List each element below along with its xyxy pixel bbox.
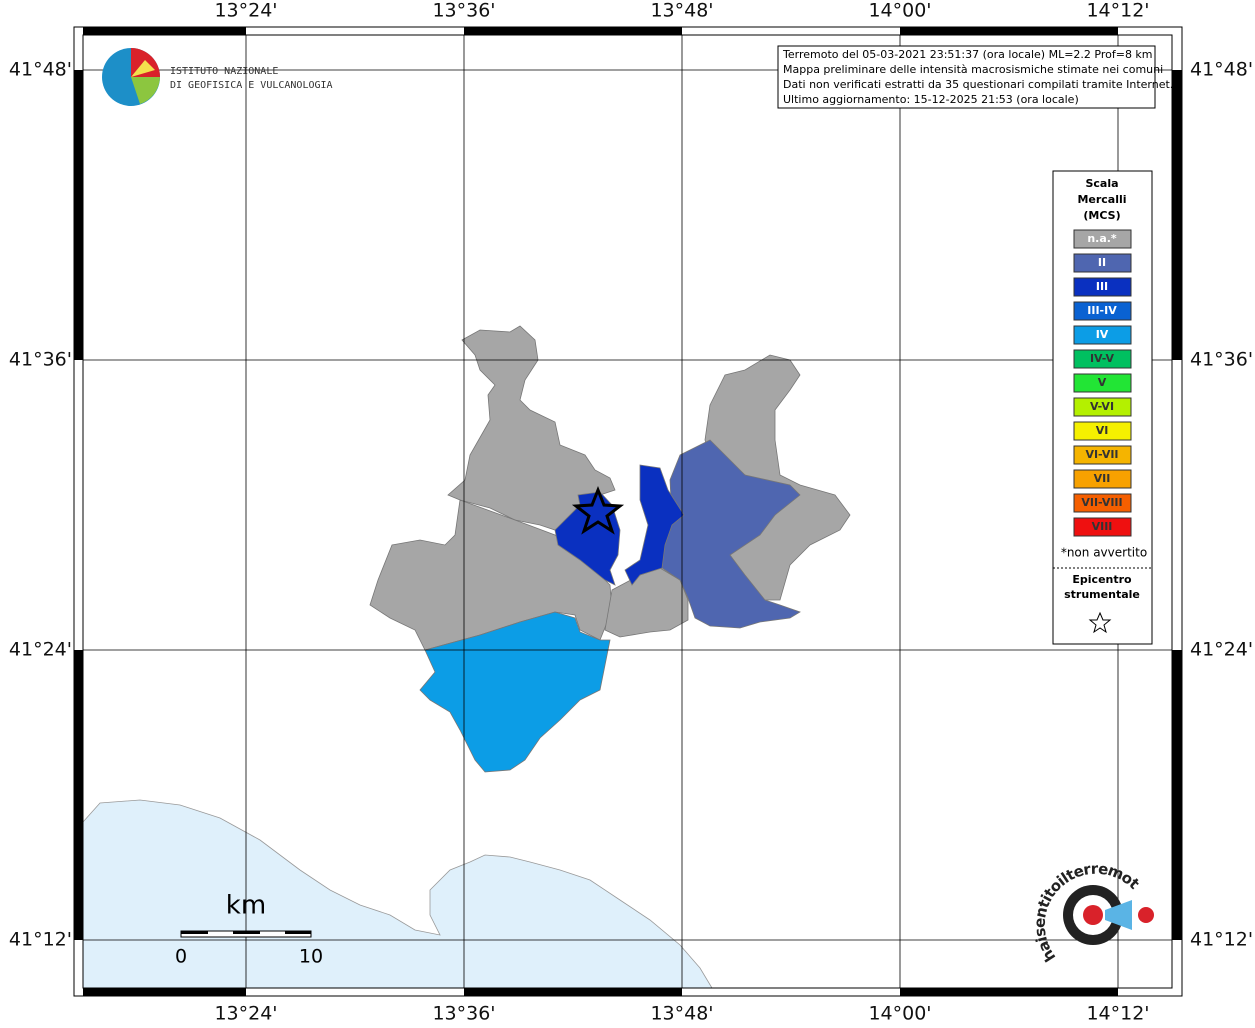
scale-seg (285, 931, 311, 934)
legend-swatch (1073, 493, 1132, 513)
frame-bar (83, 27, 246, 35)
logo-segment (131, 60, 155, 77)
lat-label: 41°48' (1190, 59, 1253, 81)
lon-label: 13°24' (214, 0, 277, 22)
logo-text: ISTITUTO NAZIONALE (170, 66, 278, 77)
lat-label: 41°12' (1190, 929, 1253, 951)
legend-label: II (1098, 256, 1106, 269)
info-line: Ultimo aggiornamento: 15-12-2025 21:53 (… (783, 93, 1079, 106)
legend-label: V-VI (1090, 400, 1114, 413)
lon-label: 14°12' (1086, 1003, 1149, 1025)
scale-seg (181, 931, 208, 934)
legend-swatch (1073, 325, 1132, 345)
epicenter-marker (571, 485, 625, 535)
legend-note: *non avvertito (1061, 546, 1147, 560)
region (419, 611, 611, 773)
info-text: Terremoto del 05-03-2021 23:51:37 (ora l… (782, 48, 1173, 106)
brand-circle (1083, 905, 1103, 925)
logo-segment (131, 77, 160, 104)
info-line: Dati non verificati estratti da 35 quest… (783, 78, 1173, 91)
lon-label: 13°36' (432, 1003, 495, 1025)
legend-swatch (1073, 253, 1132, 273)
legend-swatch (1073, 229, 1132, 249)
lon-label: 14°12' (1086, 0, 1149, 22)
lon-label: 14°00' (868, 0, 931, 22)
legend-swatch (1073, 397, 1132, 417)
map-area (83, 35, 1172, 988)
legend-label: III-IV (1087, 304, 1117, 317)
legend-label: IV (1096, 328, 1109, 341)
frame-bar (464, 988, 682, 996)
legend-epicenter: Epicentro (1072, 573, 1132, 586)
legend-swatch (1073, 373, 1132, 393)
frame-bar (74, 650, 83, 940)
lat-label: 41°48' (9, 59, 72, 81)
legend-box (1052, 170, 1153, 645)
legend-label: n.a.* (1087, 232, 1117, 245)
legend: ScalaMercalli(MCS)n.a.*IIIIIIII-IVIVIV-V… (1061, 177, 1147, 601)
lat-label: 41°24' (1190, 639, 1253, 661)
legend-label: VII (1094, 472, 1111, 485)
legend-label: VII-VIII (1081, 496, 1122, 509)
frame-bar (83, 988, 246, 996)
legend-title: Mercalli (1077, 193, 1126, 206)
frame-bar (900, 988, 1118, 996)
ingv-logo: ISTITUTO NAZIONALE DI GEOFISICA E VULCAN… (102, 48, 333, 106)
lon-label: 13°36' (432, 0, 495, 22)
lon-label: 13°48' (650, 0, 713, 22)
frame-bar (900, 27, 1118, 35)
legend-title: (MCS) (1083, 209, 1120, 222)
legend-swatch (1073, 517, 1132, 537)
lat-label: 41°12' (9, 929, 72, 951)
legend-label: IV-V (1090, 352, 1115, 365)
lon-label: 13°24' (214, 1003, 277, 1025)
brand-dot (1138, 907, 1154, 923)
sea (82, 799, 713, 989)
legend-label: III (1096, 280, 1108, 293)
legend-label: VIII (1092, 520, 1113, 533)
scale-label: 10 (299, 946, 323, 968)
legend-swatch (1073, 301, 1132, 321)
lat-label: 41°36' (9, 349, 72, 371)
logo-text: DI GEOFISICA E VULCANOLOGIA (170, 80, 333, 91)
scale-unit: km (226, 891, 266, 921)
brand-shape (1105, 900, 1132, 930)
legend-swatch (1073, 469, 1132, 489)
scale-label: 0 (175, 946, 187, 968)
legend-label: V (1098, 376, 1107, 389)
lon-label: 13°48' (650, 1003, 713, 1025)
region (624, 464, 685, 586)
legend-swatch (1073, 277, 1132, 297)
legend-swatch (1073, 349, 1132, 369)
lat-label: 41°24' (9, 639, 72, 661)
legend-title: Scala (1085, 177, 1118, 190)
legend-label: VI (1096, 424, 1109, 437)
frame-bar (1172, 70, 1182, 360)
lat-label: 41°36' (1190, 349, 1253, 371)
frame-bar (464, 27, 682, 35)
lon-label: 14°00' (868, 1003, 931, 1025)
legend-label: VI-VII (1085, 448, 1118, 461)
info-line: Terremoto del 05-03-2021 23:51:37 (ora l… (782, 48, 1153, 61)
info-line: Mappa preliminare delle intensità macros… (783, 63, 1163, 76)
legend-epicenter: strumentale (1064, 588, 1140, 601)
legend-swatch (1073, 445, 1132, 465)
info-box (777, 45, 1156, 109)
frame (73, 26, 1183, 997)
scale-seg (233, 931, 260, 934)
scale-bar: km 0 10 (175, 891, 323, 968)
frame-bar (74, 70, 83, 360)
legend-star (1088, 611, 1112, 634)
legend-swatch (1073, 421, 1132, 441)
frame-bar (1172, 650, 1182, 940)
